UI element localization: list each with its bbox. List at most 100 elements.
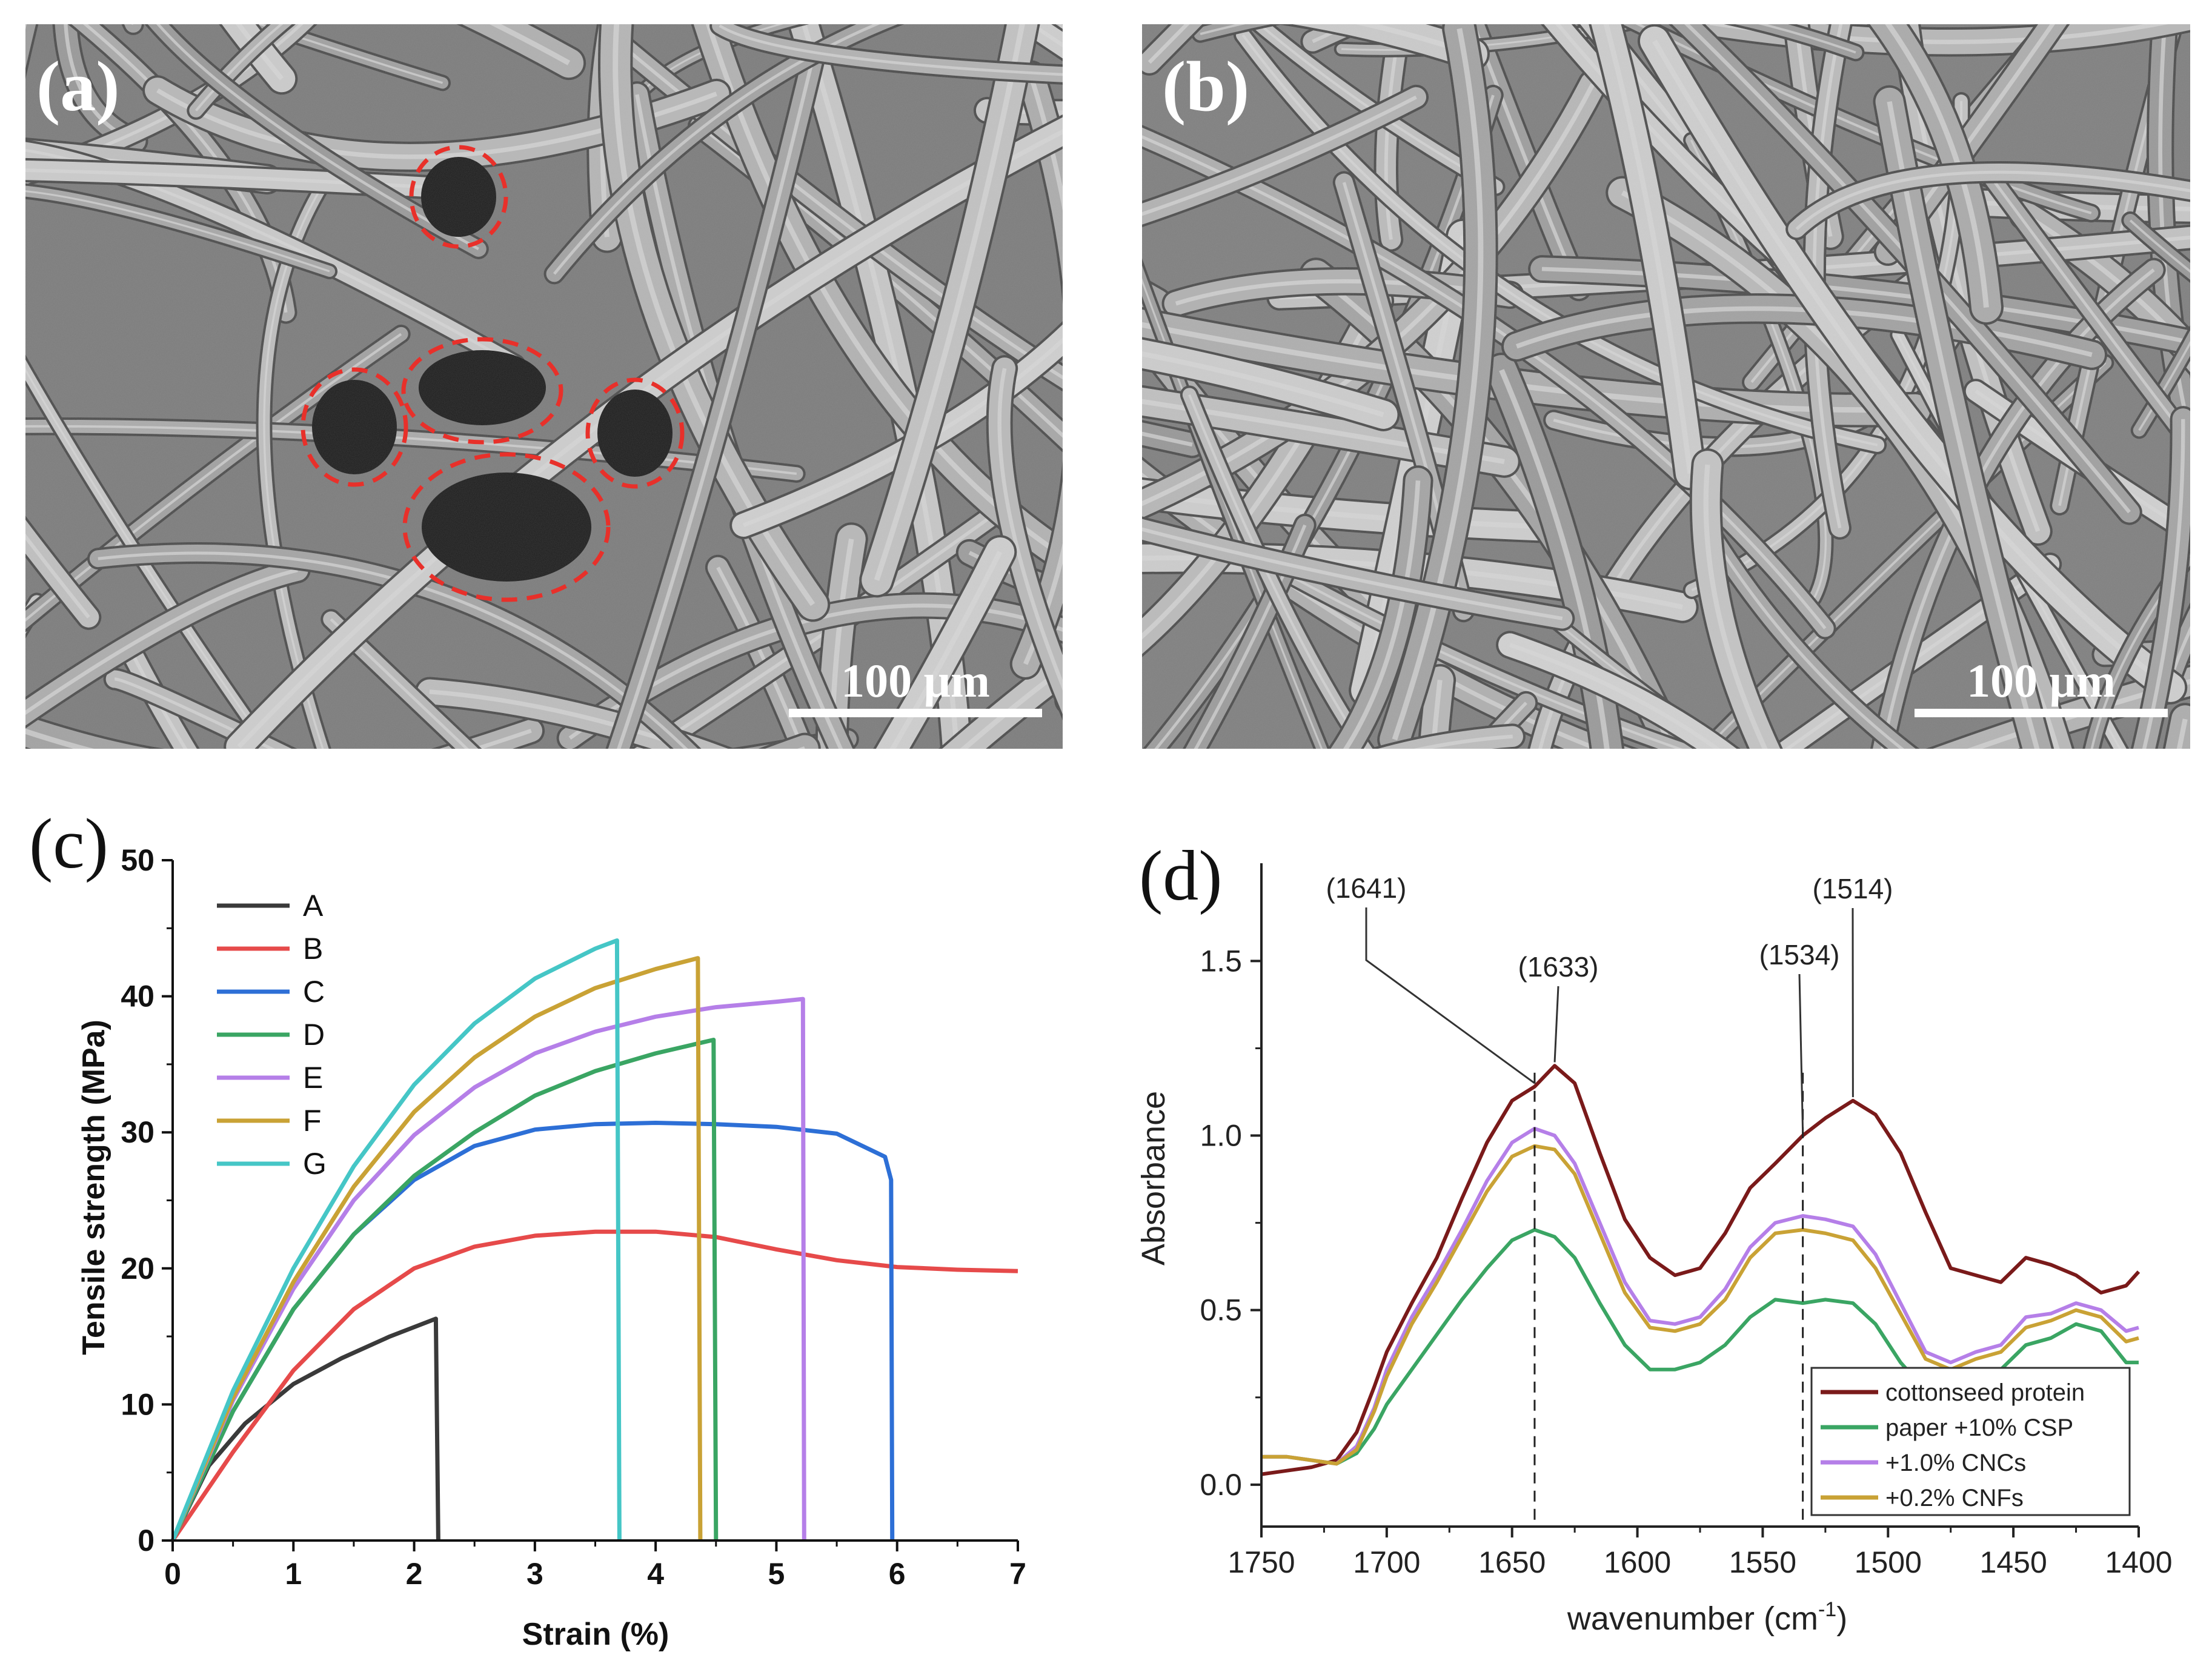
ftir-series-0 (1261, 1064, 2141, 1476)
ftir-legend-label: +1.0% CNCs (1885, 1450, 2026, 1476)
fiber-strand-body (1042, 792, 1618, 1066)
fiber-strand (623, 840, 1401, 914)
fiber-strand (973, 772, 1110, 1118)
pore-void (312, 380, 397, 474)
ftir-axes: 1750 1700 1650 1600 1550 1500 1450 1400 0.0 0.5 1.… (1200, 863, 2173, 1579)
ftir-peak-label: (1641) (1326, 872, 1407, 904)
ftir-peak-leader (1798, 973, 1804, 1132)
tensile-x-tick-label: 3 (526, 1557, 543, 1591)
legend-label-c: C (303, 975, 325, 1009)
fiber-strand (0, 169, 7, 421)
fiber-strand (1658, 777, 1961, 825)
fiber-strand (1417, 664, 1456, 749)
fiber-strand-body (1064, 673, 1106, 1394)
ftir-y-tick-label: 1.5 (1200, 944, 1242, 978)
fiber-highlight (131, 24, 134, 25)
fiber-strand (1042, 792, 1618, 1066)
ftir-peak-label: (1514) (1813, 873, 1893, 904)
panel-label-b: (b) (1162, 47, 1249, 126)
tensile-x-axis-label: Strain (%) (522, 1617, 669, 1652)
ftir-x-axis-label: wavenumber (cm-1) (1567, 1598, 1847, 1637)
ftir-x-tick-label: 1650 (1478, 1545, 1546, 1579)
fiber-highlight (973, 772, 1110, 1118)
scale-bar-label-b: 100 μm (1967, 654, 2116, 707)
legend-label-d: D (303, 1018, 325, 1052)
panel-label-c: (c) (29, 804, 108, 883)
ftir-legend-label: cottonseed protein (1885, 1379, 2085, 1406)
tensile-y-tick-label: 20 (121, 1252, 154, 1285)
fiber-highlight (1064, 673, 1106, 1394)
tensile-x-tick-label: 2 (406, 1557, 423, 1591)
fiber-strand-body (1057, 689, 1063, 712)
legend-label-f: F (303, 1104, 322, 1138)
fiber-strand-body (1378, 726, 1523, 749)
fiber-highlight (1710, 821, 2109, 1051)
fiber-strand (1054, 686, 1063, 715)
fiber-strand (1710, 821, 2109, 1051)
tensile-series-b (171, 1229, 1018, 1542)
pore-void (422, 473, 591, 582)
fiber-strand (1369, 723, 1526, 749)
tensile-series-g (170, 938, 622, 1542)
ftir-peak-leader (1553, 986, 1559, 1063)
legend-label-b: B (303, 932, 323, 966)
tensile-series-f (170, 956, 703, 1542)
fiber-highlight (2176, 718, 2188, 749)
tensile-series-a (170, 1316, 440, 1542)
ftir-legend: cottonseed protein paper +10% CSP +1.0% CN… (1810, 1367, 2131, 1516)
fiber-highlight (1070, 700, 1893, 1447)
tensile-y-tick-label: 30 (121, 1115, 154, 1149)
panel-label-d: (d) (1139, 836, 1223, 915)
ftir-y-tick-label: 0.0 (1200, 1468, 1242, 1502)
ftir-x-tick-label: 1450 (1980, 1545, 2047, 1579)
fiber-strand (121, 24, 144, 35)
ftir-x-tick-label: 1550 (1729, 1545, 1796, 1579)
ftir-chart: (d) (1641) (1633) (1534) (1514) 1750 1700 165… (1135, 836, 2173, 1637)
tensile-y-tick-label: 0 (138, 1524, 154, 1557)
legend-label-g: G (303, 1147, 327, 1181)
ftir-x-tick-label: 1700 (1353, 1545, 1420, 1579)
fiber-strand (592, 787, 1484, 1172)
ftir-x-tick-label: 1750 (1227, 1545, 1295, 1579)
ftir-legend-label: +0.2% CNFs (1885, 1485, 2024, 1511)
fiber-highlight (1658, 777, 1961, 825)
tensile-x-tick-label: 7 (1009, 1557, 1026, 1591)
fiber-strand-body (973, 772, 1110, 1118)
fiber-strand (758, 732, 821, 749)
tensile-x-tick-label: 0 (164, 1557, 181, 1591)
fiber-strand-body (2165, 705, 2190, 749)
ftir-x-axis-label-sup: -1 (1818, 1598, 1836, 1621)
fiber-highlight (592, 787, 1484, 1172)
fiber-highlight (797, 746, 805, 749)
fiber-strand-body (765, 735, 819, 749)
ftir-series-2 (1261, 1127, 2139, 1466)
fiber-strand (1064, 673, 1106, 1394)
fiber-strand-body (592, 787, 1484, 1172)
tensile-x-tick-label: 4 (647, 1557, 664, 1591)
fiber-highlight (1413, 734, 1513, 749)
fiber-highlight (1042, 792, 1618, 1066)
tensile-series-d (170, 1038, 719, 1542)
fiber-strand (588, 788, 677, 1341)
ftir-reference-lines (1533, 1072, 1804, 1524)
tensile-x-tick-label: 6 (889, 1557, 906, 1591)
legend-label-a: A (303, 889, 324, 923)
fiber-strand-body (124, 24, 142, 33)
pore-circle (402, 452, 611, 602)
legend-label-e: E (303, 1061, 323, 1095)
fiber-highlight (588, 788, 677, 1341)
tensile-series-e (170, 997, 806, 1542)
pore-circle (401, 337, 563, 445)
tensile-axes: 0 1 2 3 4 5 6 7 0 10 20 30 40 50 (121, 843, 1026, 1591)
tensile-y-axis-label: Tensile strength (MPa) (76, 1020, 111, 1355)
ftir-peak-annotations: (1641) (1633) (1534) (1514) (1326, 872, 1893, 1132)
ftir-x-tick-label: 1600 (1604, 1545, 1671, 1579)
tensile-series (170, 938, 1018, 1542)
fiber-strand-body (0, 169, 7, 421)
ftir-x-axis-label-end: ) (1836, 1600, 1847, 1637)
fiber-highlight (0, 169, 7, 421)
fiber-strand-body (623, 840, 1401, 914)
